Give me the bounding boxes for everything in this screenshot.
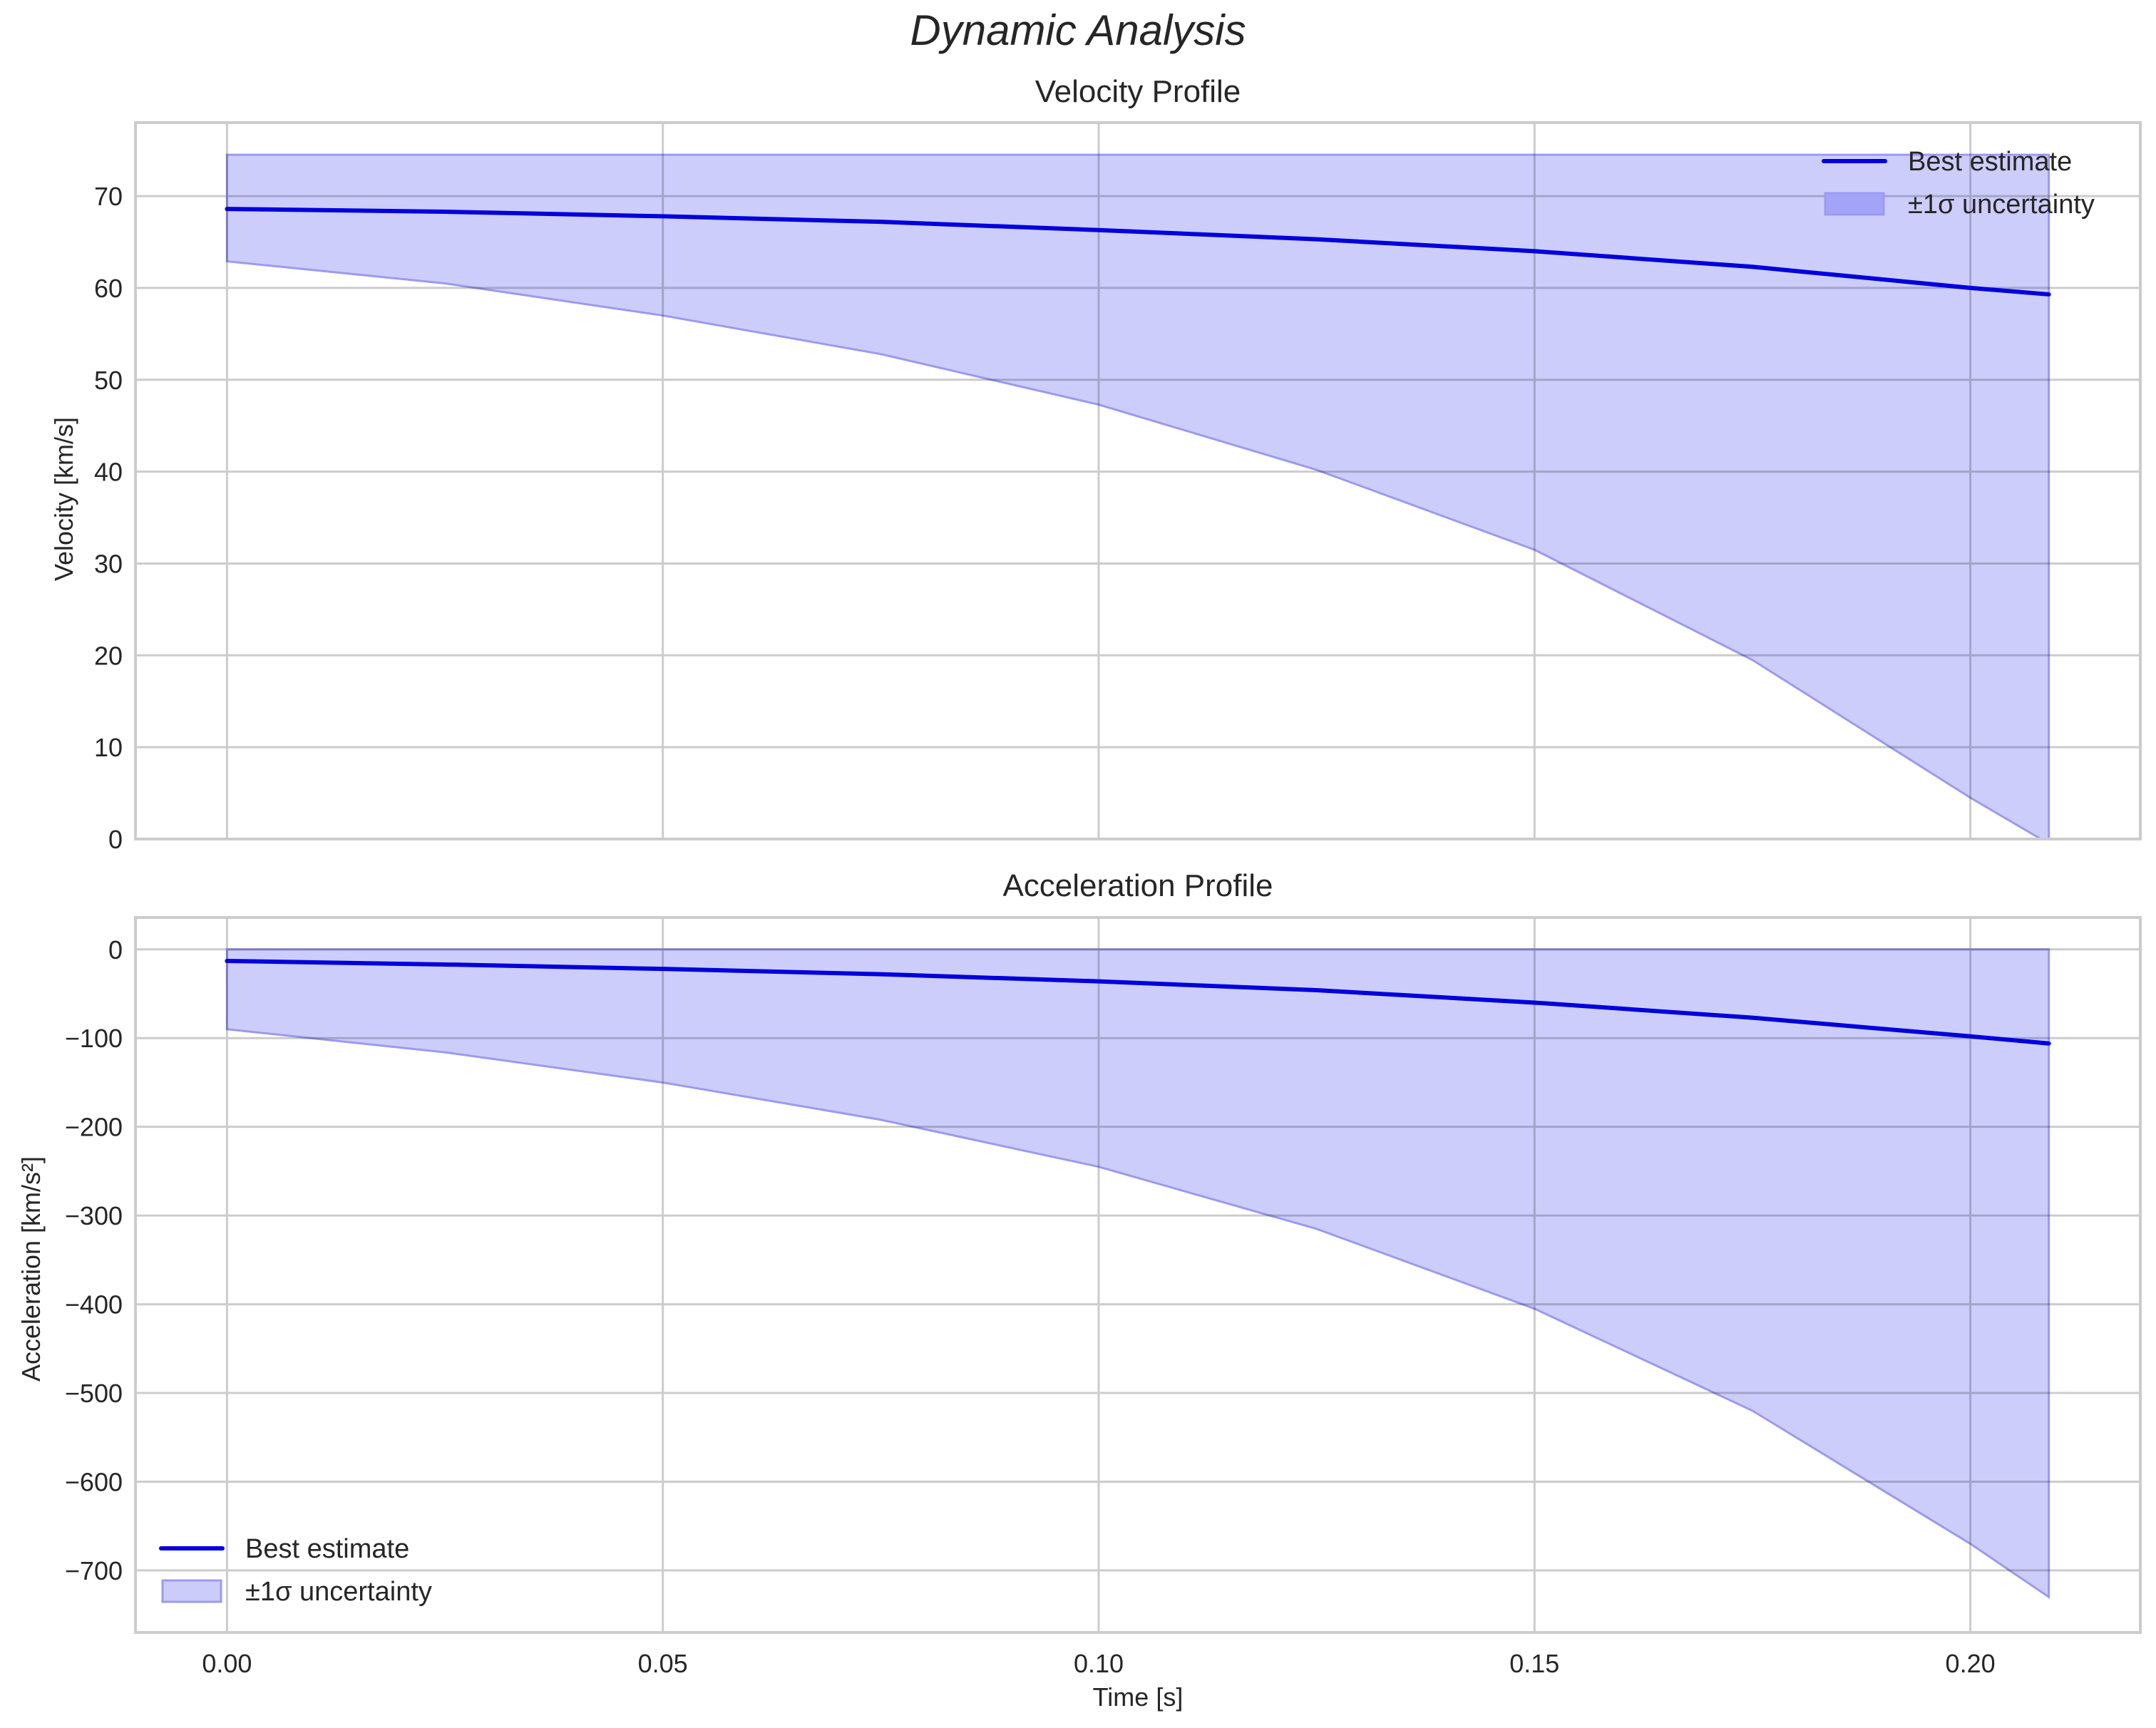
y-tick-label: −300 [65,1201,123,1230]
y-tick-label: 50 [94,366,123,395]
legend-label-uncertainty: ±1σ uncertainty [1908,190,2095,220]
y-tick-label: −700 [65,1556,123,1585]
acceleration-y-axis-label: Acceleration [km/s²] [16,1156,46,1382]
uncertainty-band [225,948,2050,1600]
legend-label-uncertainty: ±1σ uncertainty [245,1577,432,1607]
velocity-y-axis-label: Velocity [km/s] [49,417,78,581]
x-tick-label: 0.00 [202,1649,252,1678]
y-tick-label: 70 [94,182,123,211]
y-tick-label: 10 [94,733,123,762]
acceleration-plot-area: 0 −100 −200 −300 −400 −500 −600 −700 0.00 0.05 0.1… [65,916,2142,1678]
axes-frame [134,121,2142,840]
y-tick-label: 0 [108,825,123,854]
y-tick-label: 60 [94,274,123,303]
velocity-panel-title: Velocity Profile [1035,74,1241,109]
velocity-plot-area: 0 10 20 30 40 50 60 70 Best estimate ±1σ uncertai… [94,121,2142,854]
best-estimate-line [225,207,2051,297]
y-tick-label: 40 [94,458,123,487]
y-tick-label: −600 [65,1467,123,1496]
y-tick-label: 0 [108,935,123,965]
x-tick-label: 0.10 [1074,1649,1124,1678]
y-tick-label: 20 [94,641,123,670]
x-tick-label: 0.05 [638,1649,688,1678]
legend-band-swatch [161,1579,222,1603]
y-tick-label: −500 [65,1379,123,1408]
x-tick-label: 0.20 [1946,1649,1996,1678]
best-estimate-line [225,958,2051,1046]
velocity-legend: Best estimate ±1σ uncertainty [1822,147,2095,220]
acceleration-legend: Best estimate ±1σ uncertainty [159,1534,432,1607]
x-tick-label: 0.15 [1509,1649,1559,1678]
y-tick-label: −100 [65,1024,123,1053]
uncertainty-band [225,153,2050,839]
y-tick-label: 30 [94,549,123,578]
x-axis-label: Time [s] [1093,1682,1184,1712]
y-tick-label: −200 [65,1113,123,1142]
figure-title: Dynamic Analysis [910,6,1246,54]
axes-frame [134,916,2142,1634]
y-tick-label: −400 [65,1290,123,1320]
acceleration-panel-title: Acceleration Profile [1002,868,1273,903]
legend-label-best-estimate: Best estimate [245,1534,409,1564]
legend-label-best-estimate: Best estimate [1908,147,2072,177]
legend-band-swatch [1824,192,1885,216]
